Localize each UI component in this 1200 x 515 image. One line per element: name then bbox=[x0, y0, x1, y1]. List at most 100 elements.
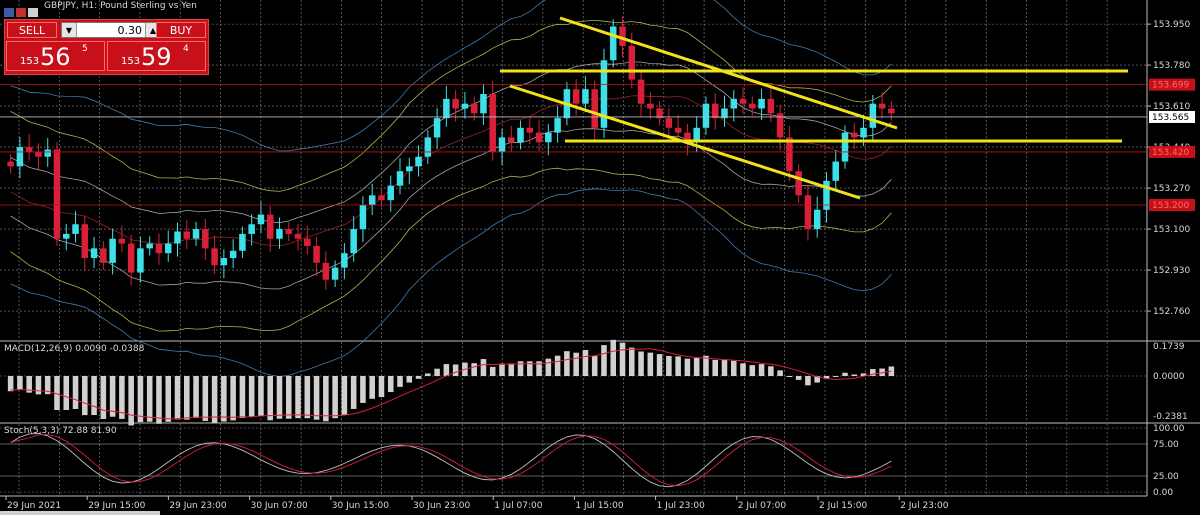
candle bbox=[81, 224, 89, 259]
macd-bar bbox=[44, 376, 51, 395]
stoch-k-line bbox=[10, 433, 892, 488]
candle bbox=[378, 195, 385, 201]
flag-icon bbox=[16, 8, 26, 17]
price-chart[interactable] bbox=[0, 0, 1200, 497]
buy-button[interactable]: BUY bbox=[156, 22, 206, 38]
stoch-y-label: 0.00 bbox=[1153, 488, 1173, 498]
macd-bar bbox=[332, 376, 338, 419]
y-tick-label: 152.760 bbox=[1153, 307, 1190, 317]
macd-bar bbox=[119, 376, 125, 419]
current-price-label: 153.565 bbox=[1152, 113, 1189, 123]
candle bbox=[535, 132, 543, 143]
candle bbox=[322, 262, 330, 280]
macd-pane[interactable]: MACD(12,26,9) 0.0090 -0.0388 0.1739 0.0000… bbox=[0, 339, 1188, 426]
macd-bar bbox=[304, 376, 311, 419]
macd-bar bbox=[313, 376, 320, 420]
candle bbox=[869, 103, 877, 128]
sell-price[interactable]: 153 56 5 bbox=[6, 41, 105, 71]
macd-bar bbox=[54, 376, 60, 411]
macd-bar bbox=[425, 373, 431, 376]
sell-button[interactable]: SELL bbox=[7, 22, 57, 38]
candle bbox=[470, 103, 478, 114]
macd-bar bbox=[795, 376, 802, 380]
candle bbox=[276, 229, 283, 239]
sell-price-prefix: 153 bbox=[20, 56, 40, 67]
macd-bar bbox=[823, 376, 830, 379]
candle bbox=[832, 161, 839, 181]
y-tick-label: 153.610 bbox=[1153, 102, 1190, 112]
candle bbox=[526, 127, 534, 133]
candle bbox=[239, 233, 246, 251]
macd-bar bbox=[508, 363, 515, 376]
current-price-tag[interactable] bbox=[1149, 110, 1195, 123]
lot-decrease-icon[interactable]: ▼ bbox=[62, 23, 77, 37]
macd-bar bbox=[527, 361, 533, 376]
macd-bar bbox=[629, 347, 635, 376]
x-tick-label: 29 Jun 15:00 bbox=[88, 501, 145, 511]
candle bbox=[860, 127, 867, 138]
candle bbox=[53, 149, 61, 239]
buy-price-fraction: 4 bbox=[183, 44, 189, 54]
stoch-y-label: 100.00 bbox=[1153, 424, 1185, 434]
x-tick-label: 30 Jun 07:00 bbox=[251, 501, 308, 511]
macd-bar bbox=[517, 361, 524, 376]
band-line-6 bbox=[10, 188, 892, 377]
macd-bar bbox=[582, 349, 589, 376]
price-level-tag[interactable] bbox=[1149, 145, 1195, 158]
macd-bar bbox=[740, 363, 746, 376]
x-tick-label: 30 Jun 15:00 bbox=[332, 501, 389, 511]
candle bbox=[109, 238, 116, 263]
macd-bar bbox=[7, 376, 14, 392]
candle bbox=[35, 151, 42, 157]
candle bbox=[341, 253, 348, 268]
candle bbox=[609, 26, 617, 61]
stochastic-pane[interactable]: Stoch(5,3,3) 72.88 81.90 100.00 75.00 25.00… bbox=[0, 424, 1185, 498]
buy-price[interactable]: 153 59 4 bbox=[107, 41, 206, 71]
candle bbox=[721, 108, 728, 119]
price-level-tag[interactable] bbox=[1149, 78, 1195, 91]
candle bbox=[137, 248, 144, 273]
price-level-tag[interactable] bbox=[1149, 198, 1195, 211]
candle bbox=[359, 204, 367, 230]
candle bbox=[545, 132, 552, 143]
y-tick-label: 153.270 bbox=[1153, 184, 1190, 194]
macd-bar bbox=[684, 358, 691, 376]
candle bbox=[758, 98, 765, 109]
trendline-0[interactable] bbox=[559, 16, 898, 130]
sell-price-pips: 56 bbox=[40, 43, 71, 71]
candle bbox=[795, 171, 802, 196]
macd-bar bbox=[128, 376, 134, 426]
macd-bar bbox=[165, 376, 172, 422]
candle bbox=[841, 132, 849, 162]
price-axis[interactable]: 153.950153.780153.610153.440153.270153.1… bbox=[1147, 20, 1195, 317]
macd-bar bbox=[202, 376, 209, 421]
candle bbox=[220, 258, 228, 266]
macd-bar bbox=[452, 364, 459, 376]
macd-bar bbox=[499, 363, 505, 376]
x-tick-label: 2 Jul 15:00 bbox=[819, 501, 868, 511]
candle bbox=[480, 94, 487, 114]
candle bbox=[582, 89, 589, 104]
scrollbar-thumb[interactable] bbox=[0, 511, 160, 515]
macd-bar bbox=[832, 376, 839, 377]
macd-bar bbox=[63, 376, 70, 411]
one-click-trading-panel: SELL ▼ 0.30 ▲ BUY 153 56 5 153 59 4 bbox=[4, 19, 209, 75]
candle bbox=[443, 98, 450, 119]
candle bbox=[202, 229, 209, 249]
macd-bar bbox=[851, 374, 858, 376]
candle bbox=[489, 94, 496, 152]
candle bbox=[174, 231, 181, 244]
candle bbox=[851, 132, 858, 138]
macd-bar bbox=[573, 352, 579, 376]
macd-bar bbox=[397, 376, 403, 387]
macd-y-label: 0.1739 bbox=[1153, 342, 1185, 352]
macd-label: MACD(12,26,9) 0.0090 -0.0388 bbox=[4, 344, 145, 354]
candle bbox=[368, 195, 376, 205]
macd-bar bbox=[156, 376, 162, 424]
candle bbox=[229, 250, 237, 259]
candle bbox=[804, 195, 812, 230]
lot-size-input[interactable]: ▼ 0.30 ▲ bbox=[61, 22, 161, 38]
candle bbox=[665, 118, 673, 128]
macd-bar bbox=[258, 376, 264, 417]
candle bbox=[656, 108, 663, 119]
